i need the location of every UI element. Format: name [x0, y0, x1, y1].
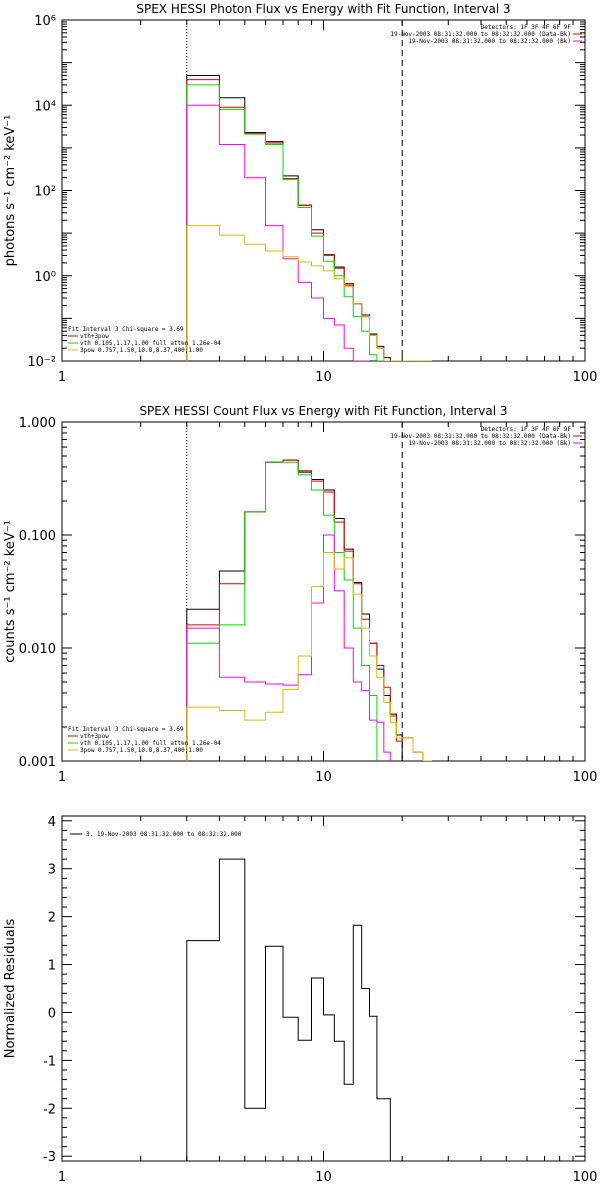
x-tick-label: 10 — [315, 770, 332, 785]
y-axis-label: photons s⁻¹ cm⁻² keV⁻¹ — [3, 115, 18, 267]
series-line-3 — [186, 84, 397, 361]
y-tick-label: 1.000 — [19, 416, 56, 431]
series-line-1 — [186, 75, 413, 361]
chart-panel-1: SPEX HESSI Photon Flux vs Energy with Fi… — [3, 2, 597, 385]
chart-panel-2: SPEX HESSI Count Flux vs Energy with Fit… — [3, 404, 597, 785]
y-axis-label: counts s⁻¹ cm⁻² keV⁻¹ — [3, 520, 18, 663]
series-line-3 — [186, 461, 378, 761]
legend-entry: 3. 19-Nov-2003 08:31:32.000 to 08:32:32.… — [86, 831, 242, 838]
y-tick-label: 4 — [48, 815, 56, 830]
x-tick-label: 1 — [58, 770, 66, 785]
series-line-2 — [186, 79, 432, 361]
series-line-4 — [186, 104, 370, 361]
y-tick-label: 10⁴ — [34, 99, 56, 114]
x-tick-label: 1 — [58, 370, 66, 385]
chart-title: SPEX HESSI Count Flux vs Energy with Fit… — [139, 404, 507, 418]
y-tick-label: 3 — [48, 863, 56, 878]
legend-top-right-entry: 19-Nov-2003 08:31:32.000 to 08:32:32.000… — [408, 440, 571, 447]
y-tick-label: 10⁻² — [27, 355, 56, 370]
y-tick-label: 2 — [48, 911, 56, 926]
legend-fit-entry: Fit Interval 3 Chi-square = 3.69 — [68, 326, 184, 333]
series-group — [186, 459, 432, 761]
legend-top-right-entry: 19-Nov-2003 08:31:32.000 to 08:32:32.000… — [408, 38, 571, 45]
y-tick-label: 10⁰ — [34, 270, 56, 285]
y-tick-label: -1 — [43, 1054, 56, 1069]
y-tick-label: 0.001 — [19, 755, 56, 770]
legend-fit-entry: 3pow 0.757,1.50,10.8,8.37,400,1.00 — [80, 347, 203, 354]
legend-fit-entry: vth 0.105,1.17,1.00 full atten 1.26e-04 — [80, 340, 221, 347]
legend-fit-entry: vth+3pow — [80, 333, 109, 340]
legend-fit-entry: vth+3pow — [80, 733, 109, 740]
x-tick-label: 10 — [315, 370, 332, 385]
y-tick-label: 10² — [34, 185, 56, 200]
series-line-2 — [186, 459, 432, 761]
legend-top-right-entry: Detectors: 1F 3F 4F 6F 9F — [481, 426, 572, 433]
y-tick-label: 0.010 — [19, 642, 56, 657]
legend-fit-entry: vth 0.105,1.17,1.00 full atten 1.26e-04 — [80, 740, 221, 747]
chart-title: SPEX HESSI Photon Flux vs Energy with Fi… — [136, 2, 510, 16]
y-tick-label: 1 — [48, 959, 56, 974]
y-tick-label: 0.100 — [19, 529, 56, 544]
legend-fit-entry: 3pow 0.757,1.50,10.8,8.37,400,1.00 — [80, 747, 203, 754]
y-tick-label: -3 — [43, 1150, 56, 1165]
y-tick-label: -2 — [43, 1102, 56, 1117]
legend-top-right-entry: Detectors: 1F 3F 4F 6F 9F — [481, 24, 572, 31]
x-tick-label: 1 — [58, 1170, 66, 1185]
legend-top-right-entry: 19-Nov-2003 08:31:32.000 to 08:32:32.000… — [390, 31, 571, 38]
y-tick-label: 10⁶ — [34, 14, 56, 29]
chart-panel-3: 1 10 100 -3 -2 -1 0 1 2 3 4 Normalized Residuals 3. … — [3, 815, 597, 1185]
y-axis-label: Normalized Residuals — [3, 919, 18, 1059]
series-group — [186, 75, 432, 361]
legend-top-right-entry: 19-Nov-2003 08:31:32.000 to 08:32:32.000… — [390, 433, 571, 440]
x-tick-label: 100 — [573, 770, 598, 785]
series-line-5 — [186, 552, 432, 761]
x-tick-label: 100 — [573, 370, 598, 385]
x-tick-label: 100 — [573, 1170, 598, 1185]
series-group — [186, 858, 403, 1161]
y-tick-label: 0 — [48, 1006, 56, 1021]
x-tick-label: 10 — [315, 1170, 332, 1185]
legend-fit-entry: Fit Interval 3 Chi-square = 3.69 — [68, 726, 184, 733]
series-line-1 — [186, 858, 403, 1161]
series-line-4 — [186, 534, 391, 761]
series-line-5 — [186, 225, 432, 361]
